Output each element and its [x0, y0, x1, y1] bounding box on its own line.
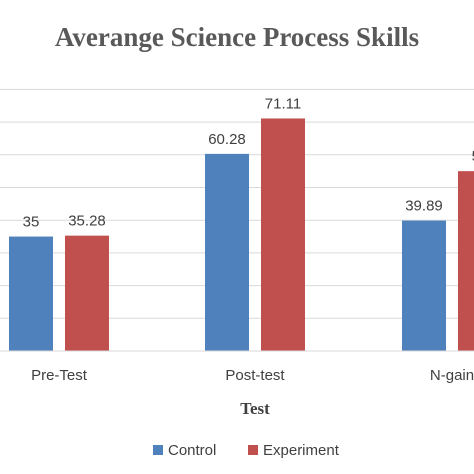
bar-control-post-test	[205, 153, 249, 351]
bar-control-pre-test	[9, 236, 53, 351]
data-label-control-n-gain: 39.89	[405, 198, 443, 215]
legend-swatch-control	[153, 445, 163, 455]
legend: Control Experiment	[153, 442, 340, 459]
data-label-experiment-pre-test: 35.28	[68, 213, 106, 230]
x-tick-label: Pre-Test	[31, 367, 88, 384]
legend-label-experiment: Experiment	[263, 442, 340, 459]
data-label-control-post-test: 60.28	[208, 131, 246, 148]
bar-experiment-pre-test	[65, 235, 109, 351]
x-tick-label: Post-test	[225, 367, 285, 384]
chart-title: Averange Science Process Skills	[55, 22, 419, 52]
x-axis-title: Test	[240, 399, 270, 418]
data-label-experiment-post-test: 71.11	[265, 95, 301, 112]
bars	[9, 118, 474, 351]
legend-swatch-experiment	[248, 445, 258, 455]
x-axis-tick-labels: Pre-Test Post-test N-gain	[31, 367, 474, 384]
data-label-control-pre-test: 35	[23, 214, 40, 231]
data-label-experiment-n-gain: 55	[472, 148, 474, 165]
bar-experiment-n-gain	[458, 171, 474, 351]
x-tick-label: N-gain	[430, 367, 474, 384]
bar-control-n-gain	[402, 220, 446, 351]
legend-label-control: Control	[168, 442, 216, 459]
data-labels: 35 35.28 60.28 71.11 39.89 55	[23, 95, 474, 230]
bar-experiment-post-test	[261, 118, 305, 351]
